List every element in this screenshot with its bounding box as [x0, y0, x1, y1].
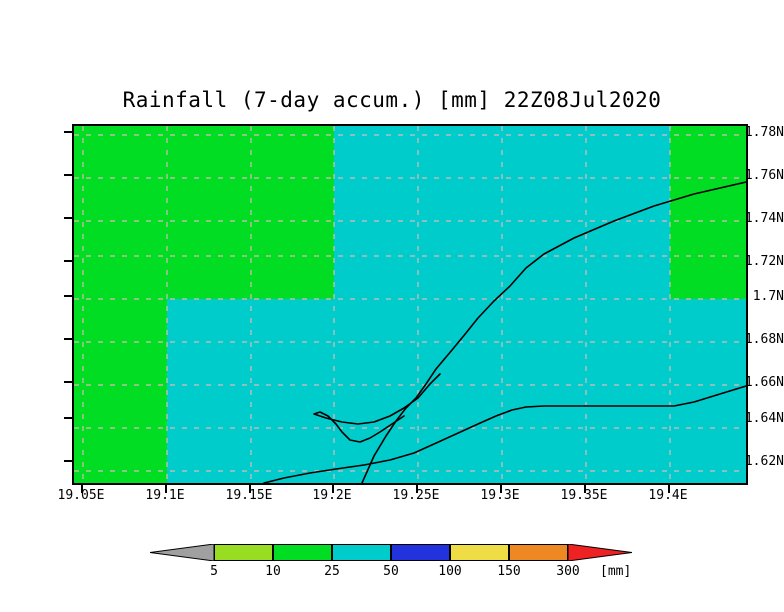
colorbar-tick-label: 100	[438, 564, 462, 579]
x-tick-label: 19.35E	[560, 488, 608, 503]
main-river-path	[361, 181, 746, 483]
x-tick-mark	[584, 485, 586, 493]
chart-title: Rainfall (7-day accum.) [mm] 22Z08Jul202…	[122, 88, 662, 112]
y-tick-mark	[64, 260, 72, 262]
x-tick-mark	[416, 485, 418, 493]
colorbar-tick-label: 10	[265, 564, 281, 579]
colorbar-segment-50-100	[391, 544, 450, 561]
x-tick-mark	[332, 485, 334, 493]
colorbar-tick-label: 300	[556, 564, 580, 579]
colorbar-tick-label: 5	[210, 564, 218, 579]
colorbar-tick-label: 150	[497, 564, 521, 579]
colorbar-segment-100-150	[450, 544, 509, 561]
y-tick-label: 1.64N	[744, 411, 784, 426]
y-tick-mark	[64, 295, 72, 297]
x-tick-mark	[500, 485, 502, 493]
map-plot-area	[72, 124, 748, 485]
colorbar-segment-5-10	[214, 544, 273, 561]
river-tributary-path	[313, 373, 441, 443]
y-tick-mark	[64, 381, 72, 383]
x-tick-label: 19.1E	[145, 488, 185, 503]
y-tick-label: 1.62N	[744, 454, 784, 469]
y-tick-label: 1.76N	[744, 168, 784, 183]
y-tick-mark	[64, 217, 72, 219]
y-tick-label: 1.68N	[744, 332, 784, 347]
x-tick-mark	[81, 485, 83, 493]
colorbar-over-arrow	[568, 544, 632, 561]
colorbar-segment-10-25	[273, 544, 332, 561]
southern-boundary-path	[263, 385, 746, 483]
y-tick-mark	[64, 174, 72, 176]
y-tick-label: 1.7N	[752, 289, 784, 304]
x-tick-label: 19.05E	[57, 488, 105, 503]
x-tick-label: 19.25E	[392, 488, 440, 503]
colorbar-tick-label: 50	[383, 564, 399, 579]
river-coastline-overlay	[263, 181, 746, 483]
y-tick-mark	[64, 131, 72, 133]
colorbar-unit-label: [mm]	[600, 564, 632, 579]
cell-green-west-upper	[74, 126, 334, 299]
x-tick-label: 19.2E	[312, 488, 352, 503]
y-tick-label: 1.66N	[744, 375, 784, 390]
x-tick-mark	[668, 485, 670, 493]
y-tick-label: 1.72N	[744, 254, 784, 269]
colorbar-tick-label: 25	[324, 564, 340, 579]
map-gridlines	[74, 126, 746, 483]
y-tick-label: 1.78N	[744, 125, 784, 140]
cell-green-west-lower	[74, 299, 167, 483]
colorbar-under-arrow	[150, 544, 214, 561]
y-tick-label: 1.74N	[744, 211, 784, 226]
x-tick-mark	[249, 485, 251, 493]
y-tick-mark	[64, 338, 72, 340]
x-tick-label: 19.15E	[225, 488, 273, 503]
y-tick-mark	[64, 460, 72, 462]
rainfall-field	[74, 126, 746, 483]
y-tick-mark	[64, 417, 72, 419]
x-tick-label: 19.3E	[480, 488, 520, 503]
colorbar-segment-25-50	[332, 544, 391, 561]
colorbar: 5 10 25 50 100 150 300 [mm]	[0, 544, 784, 594]
x-tick-mark	[165, 485, 167, 493]
cell-green-east-upper	[670, 126, 746, 299]
x-tick-label: 19.4E	[648, 488, 688, 503]
colorbar-segment-150-300	[509, 544, 568, 561]
